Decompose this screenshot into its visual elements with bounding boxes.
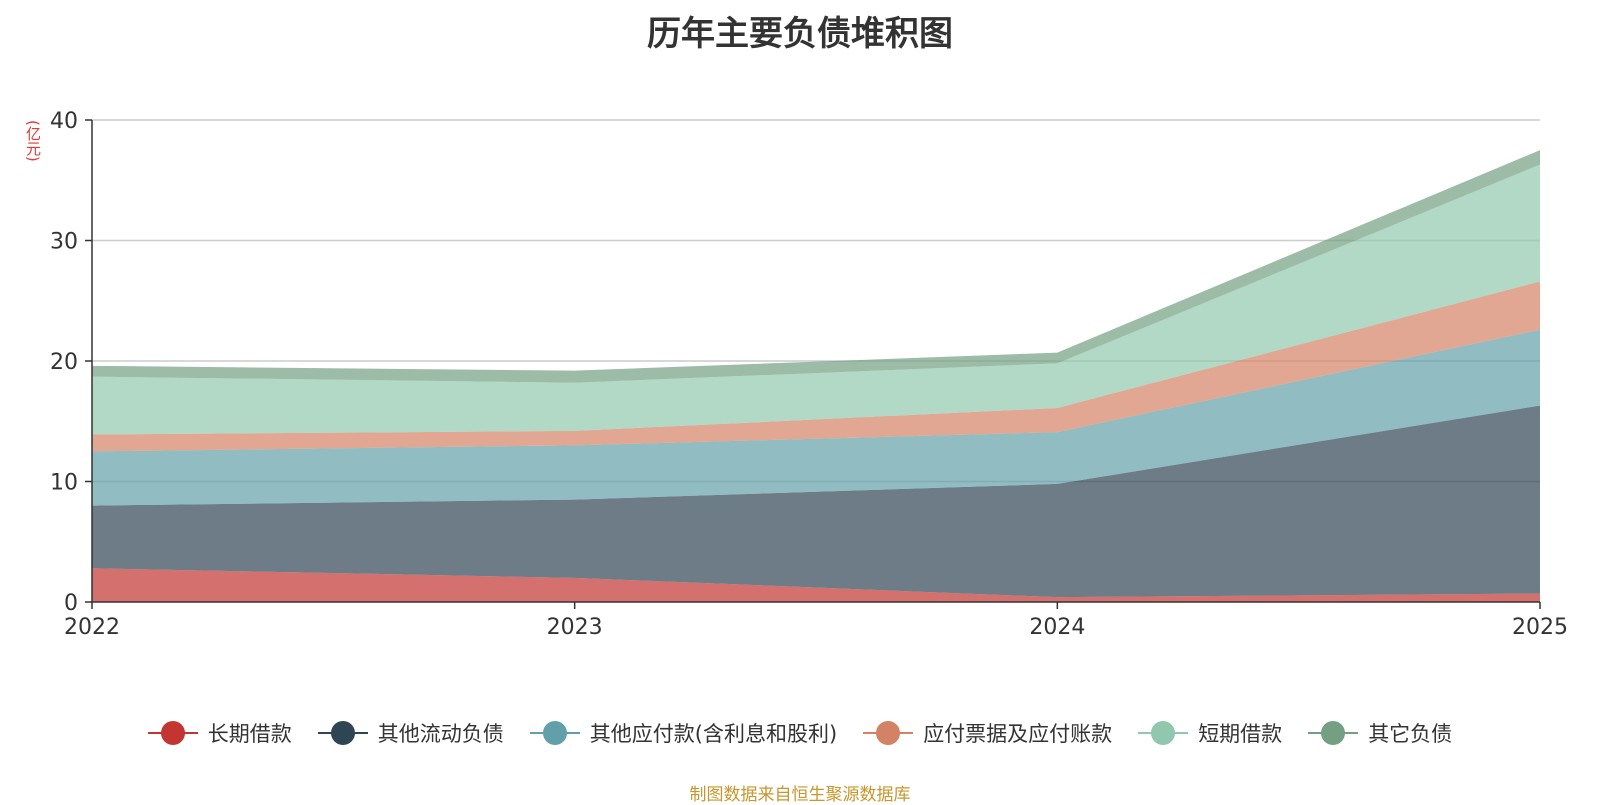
- legend-label: 其它负债: [1368, 722, 1453, 746]
- y-tick-label: 40: [50, 109, 78, 134]
- legend-swatch: [1138, 721, 1189, 745]
- legend-swatch: [529, 721, 580, 745]
- x-tick-label: 2025: [1512, 615, 1568, 640]
- legend-item[interactable]: 应付票据及应付账款: [863, 718, 1112, 748]
- legend-label: 其他应付款(含利息和股利): [589, 722, 838, 746]
- legend-swatch: [863, 721, 914, 745]
- legend-label: 其他流动负债: [377, 722, 504, 746]
- x-tick-label: 2023: [547, 615, 603, 640]
- chart-title: 历年主要负债堆积图: [647, 14, 953, 54]
- legend-item[interactable]: 长期借款: [147, 718, 292, 748]
- legend: 长期借款 其他流动负债 其他应付款(含利息和股利) 应付票据及应付账款 短期借款 其它负债: [0, 718, 1600, 748]
- axes: 0 10 20 30 40 2022 2023 2024 2025: [50, 109, 1568, 640]
- legend-item[interactable]: 短期借款: [1138, 718, 1282, 748]
- area-series: [92, 150, 1540, 602]
- x-tick-label: 2022: [64, 615, 120, 640]
- legend-item[interactable]: 其他流动负债: [317, 718, 504, 748]
- legend-swatch: [147, 721, 198, 745]
- legend-swatch: [1308, 721, 1359, 745]
- y-tick-label: 20: [50, 350, 78, 375]
- area-2: [92, 405, 1540, 598]
- legend-item[interactable]: 其他应付款(含利息和股利): [529, 718, 838, 748]
- legend-label: 短期借款: [1198, 722, 1283, 746]
- legend-label: 长期借款: [207, 722, 292, 746]
- y-tick-label: 10: [50, 471, 78, 496]
- area-3: [92, 329, 1540, 506]
- y-tick-label: 0: [64, 591, 78, 616]
- y-tick-label: 30: [50, 230, 78, 255]
- x-tick-label: 2024: [1029, 615, 1085, 640]
- source-note: 制图数据来自恒生聚源数据库: [689, 785, 911, 805]
- legend-item[interactable]: 其它负债: [1308, 718, 1452, 748]
- area-5: [92, 164, 1540, 435]
- area-1: [92, 568, 1540, 602]
- legend-label: 应付票据及应付账款: [923, 722, 1113, 746]
- area-4: [92, 281, 1540, 452]
- y-axis-unit-label: (亿元): [24, 120, 42, 162]
- legend-swatch: [317, 721, 368, 745]
